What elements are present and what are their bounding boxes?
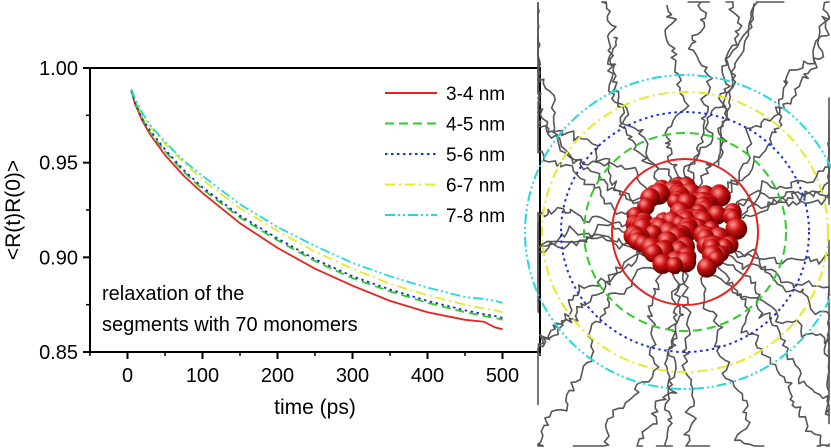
series-line-3 <box>130 90 503 319</box>
polymer-chain <box>682 1 714 193</box>
polymer-chains <box>537 1 830 447</box>
polymer-chain <box>537 206 641 241</box>
polymer-chain <box>713 15 830 203</box>
shell-ring-3 <box>560 111 810 353</box>
x-axis-ticks: 0 100 200 300 400 500 <box>89 352 541 387</box>
polymer-chain <box>655 271 689 447</box>
nanoparticle-render-image <box>524 1 831 447</box>
polymer-chain <box>687 1 743 193</box>
y-axis-ticks: 0.85 0.90 0.95 1.00 <box>39 58 90 364</box>
y-axis-title: <R(t)R(0)> <box>2 160 25 260</box>
polymer-chain <box>701 266 830 447</box>
polymer-chain <box>725 248 830 373</box>
legend-label: 7-8 nm <box>446 206 505 227</box>
polymer-chain <box>537 263 658 447</box>
polymer-chain <box>697 3 755 194</box>
legend-label: 3-4 nm <box>446 84 505 105</box>
x-tick-label: 400 <box>411 365 444 387</box>
core-sphere <box>666 256 683 274</box>
polymer-chain <box>697 269 765 447</box>
polymer-chain <box>537 221 641 259</box>
polymer-chain <box>707 1 830 199</box>
shell-ring-1 <box>611 158 759 306</box>
core-sphere <box>725 218 748 240</box>
legend-label: 4-5 nm <box>446 115 505 136</box>
polymer-chain <box>537 1 649 210</box>
x-tick-label: 200 <box>261 365 294 387</box>
polymer-chain <box>537 252 651 406</box>
annotation-line-1: relaxation of the <box>102 283 244 305</box>
core-sphere <box>696 257 717 278</box>
polymer-chain <box>716 259 830 425</box>
x-tick-label: 500 <box>486 365 519 387</box>
polymer-chain <box>728 168 830 228</box>
polymer-chain <box>664 4 690 193</box>
legend-label: 6-7 nm <box>446 176 505 197</box>
annotation-line-2: segments with 70 monomers <box>102 314 358 336</box>
legend-label: 5-6 nm <box>446 145 505 166</box>
polymer-chain <box>728 239 830 297</box>
x-axis-title: time (ps) <box>274 396 356 419</box>
series-line-5 <box>130 88 503 304</box>
nanoparticle-core <box>623 176 748 278</box>
shell-rings <box>524 74 831 390</box>
y-tick-label: 0.85 <box>39 342 78 364</box>
series-line-4 <box>130 88 503 314</box>
shell-ring-4 <box>541 91 829 373</box>
y-tick-label: 0.95 <box>39 153 78 175</box>
polymer-chain <box>601 1 674 195</box>
y-tick-label: 1.00 <box>39 58 78 80</box>
polymer-chain <box>715 260 830 417</box>
polymer-chain <box>537 119 643 222</box>
series-lines <box>130 88 503 331</box>
series-line-1 <box>130 90 503 331</box>
legend: 3-4 nm 4-5 nm 5-6 nm 6-7 nm 7-8 nm <box>385 84 505 227</box>
polymer-chain <box>681 271 711 447</box>
shell-ring-5 <box>524 74 831 390</box>
x-tick-label: 100 <box>186 365 219 387</box>
polymer-chain <box>537 2 656 205</box>
series-line-2 <box>130 90 503 321</box>
x-tick-label: 300 <box>336 365 369 387</box>
polymer-chain <box>717 1 785 166</box>
polymer-chain <box>606 36 668 198</box>
polymer-chain <box>636 270 680 447</box>
polymer-chain <box>537 250 651 354</box>
x-tick-label: 0 <box>122 365 133 387</box>
plot-panel: 0 100 200 300 400 500 0.85 0.90 0.95 1.00 time (… <box>2 58 541 419</box>
shell-ring-2 <box>583 132 787 332</box>
y-tick-label: 0.90 <box>39 247 78 269</box>
